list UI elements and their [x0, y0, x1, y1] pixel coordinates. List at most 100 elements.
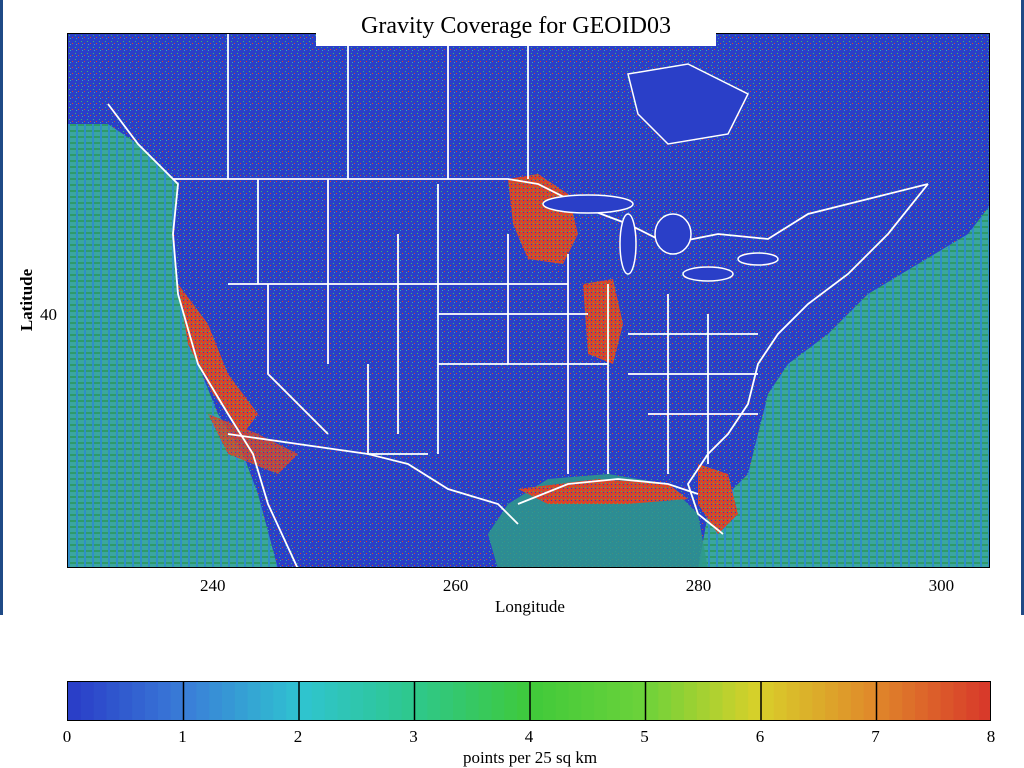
colorbar-step: [260, 682, 274, 720]
atlantic-coast: [687, 183, 929, 535]
colorbar-step: [773, 682, 788, 720]
colorbar-step: [825, 682, 839, 720]
colorbar-tick-label: 4: [524, 727, 534, 746]
pacific-coast: [107, 103, 299, 567]
colorbar-step: [504, 682, 518, 720]
x-tick-label: 280: [685, 576, 712, 595]
colorbar-step: [209, 682, 223, 720]
y-axis-label: Latitude: [17, 268, 36, 332]
colorbar-step: [68, 682, 82, 720]
colorbar-step: [799, 682, 813, 720]
dense-region-california: [178, 284, 258, 434]
colorbar-step: [427, 682, 441, 720]
colorbar-step: [594, 682, 608, 720]
colorbar-step: [940, 682, 955, 720]
colorbar-step: [607, 682, 621, 720]
atlantic-ocean: [698, 206, 989, 567]
colorbar-step: [350, 682, 364, 720]
colorbar-step: [953, 682, 967, 720]
dense-region-west: [208, 414, 298, 474]
colorbar-step: [157, 682, 172, 720]
colorbar-step: [658, 682, 672, 720]
colorbar-step: [145, 682, 159, 720]
us-mexico-border: [227, 433, 519, 525]
colorbar-step: [748, 682, 762, 720]
colorbar-step: [979, 682, 990, 720]
colorbar-step: [838, 682, 852, 720]
colorbar-step: [363, 682, 377, 720]
gulf-coast: [517, 478, 699, 505]
x-tick-label: 300: [928, 576, 955, 595]
colorbar-step: [183, 682, 197, 720]
state-lines-central: [367, 184, 608, 455]
colorbar-step: [106, 682, 120, 720]
colorbar-step: [581, 682, 595, 720]
colorbar-step: [542, 682, 557, 720]
colorbar-step: [132, 682, 146, 720]
colorbar-unit-label: points per 25 sq km: [462, 748, 598, 767]
colorbar-step: [850, 682, 865, 720]
colorbar-step: [761, 682, 775, 720]
pacific-ocean: [68, 124, 278, 567]
coverage-map: [67, 33, 990, 568]
colorbar-step: [684, 682, 698, 720]
colorbar-step: [709, 682, 724, 720]
colorbar-tick-label: 5: [640, 727, 649, 746]
colorbar-step: [93, 682, 108, 720]
colorbar-tick-label: 0: [62, 727, 72, 746]
colorbar-tick-label: 6: [755, 727, 765, 746]
colorbar-step: [568, 682, 582, 720]
colorbar-step: [889, 682, 903, 720]
colorbar-step: [376, 682, 390, 720]
us-canada-border: [173, 178, 929, 245]
colorbar-step: [440, 682, 454, 720]
colorbar-step: [491, 682, 505, 720]
colorbar: [67, 681, 991, 721]
dense-region-illinois: [583, 279, 623, 364]
colorbar-tick-label: 1: [178, 727, 187, 746]
canada-provinces: [227, 34, 529, 179]
x-axis-label: Longitude: [495, 597, 565, 616]
great-lakes: [542, 194, 779, 282]
colorbar-step: [196, 682, 210, 720]
colorbar-step: [555, 682, 570, 720]
colorbar-step: [170, 682, 185, 720]
map-title: Gravity Coverage for GEOID03: [316, 6, 716, 46]
colorbar-step: [273, 682, 287, 720]
colorbar-step: [696, 682, 711, 720]
colorbar-step: [388, 682, 403, 720]
colorbar-step: [478, 682, 493, 720]
state-lines-east: [567, 254, 758, 474]
colorbar-step: [645, 682, 659, 720]
colorbar-step: [632, 682, 647, 720]
colorbar-step: [119, 682, 133, 720]
dense-region-florida: [698, 464, 738, 534]
colorbar-step: [401, 682, 416, 720]
right-edge-strip: [1021, 0, 1024, 615]
x-tick-label: 240: [199, 576, 226, 595]
colorbar-step: [222, 682, 236, 720]
colorbar-step: [80, 682, 95, 720]
map-canvas: [68, 34, 989, 567]
colorbar-step: [915, 682, 929, 720]
colorbar-step: [453, 682, 467, 720]
colorbar-step: [530, 682, 544, 720]
colorbar-step: [927, 682, 942, 720]
hudson-bay: [627, 63, 750, 145]
colorbar-step: [465, 682, 480, 720]
colorbar-step: [786, 682, 801, 720]
dense-region-gulf-coast: [518, 479, 688, 504]
colorbar-tick-label: 7: [871, 727, 880, 746]
state-lines-west: [228, 179, 438, 435]
colorbar-step: [234, 682, 249, 720]
y-tick-label: 40: [40, 305, 57, 324]
colorbar-step: [337, 682, 351, 720]
colorbar-step: [863, 682, 878, 720]
colorbar-tick-label: 2: [293, 727, 303, 746]
colorbar-step: [902, 682, 916, 720]
colorbar-step: [311, 682, 326, 720]
colorbar-step: [324, 682, 339, 720]
colorbar-step: [299, 682, 313, 720]
colorbar-step: [722, 682, 736, 720]
colorbar-tick-label: 8: [986, 727, 996, 746]
